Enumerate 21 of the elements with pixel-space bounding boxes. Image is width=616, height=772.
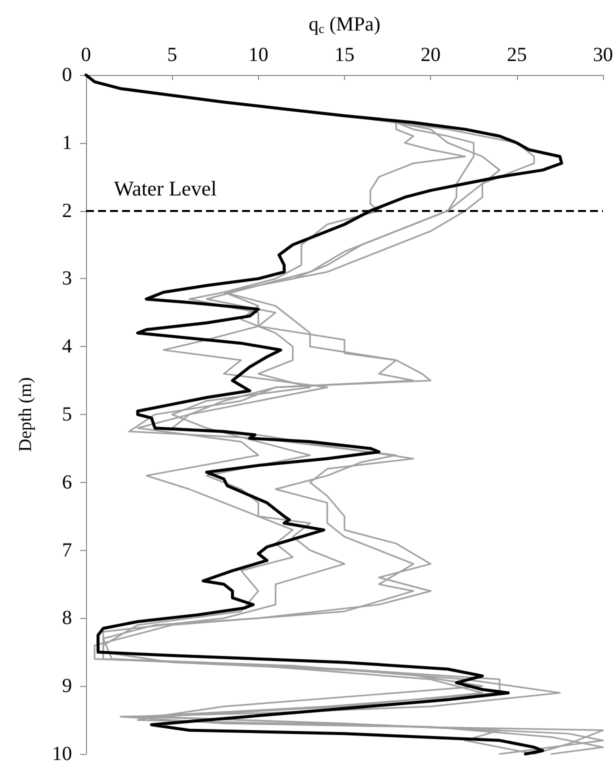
x-axis-title: qc (MPa) xyxy=(308,14,380,36)
y-tick-label: 1 xyxy=(62,132,72,154)
x-tick-label: 20 xyxy=(420,44,441,66)
y-tick-label: 2 xyxy=(62,200,72,222)
x-tick-label: 0 xyxy=(81,44,91,66)
y-tick-label: 4 xyxy=(62,336,72,358)
y-tick-label: 0 xyxy=(62,64,72,86)
y-tick-label: 10 xyxy=(52,743,72,765)
y-tick-label: 5 xyxy=(62,404,72,426)
y-tick-label: 3 xyxy=(62,268,72,290)
y-tick-label: 9 xyxy=(62,675,72,698)
x-tick-label: 10 xyxy=(248,44,268,66)
y-axis-title: Depth (m) xyxy=(15,377,35,452)
y-tick-label: 6 xyxy=(62,471,72,494)
y-tick-label: 7 xyxy=(62,539,72,562)
x-tick-label: 25 xyxy=(506,44,527,66)
ref-line-label: Water Level xyxy=(114,176,217,200)
y-tick-label: 8 xyxy=(62,607,72,630)
x-tick-label: 5 xyxy=(167,44,178,66)
x-tick-label: 15 xyxy=(334,44,354,66)
x-tick-label: 30 xyxy=(593,44,613,66)
